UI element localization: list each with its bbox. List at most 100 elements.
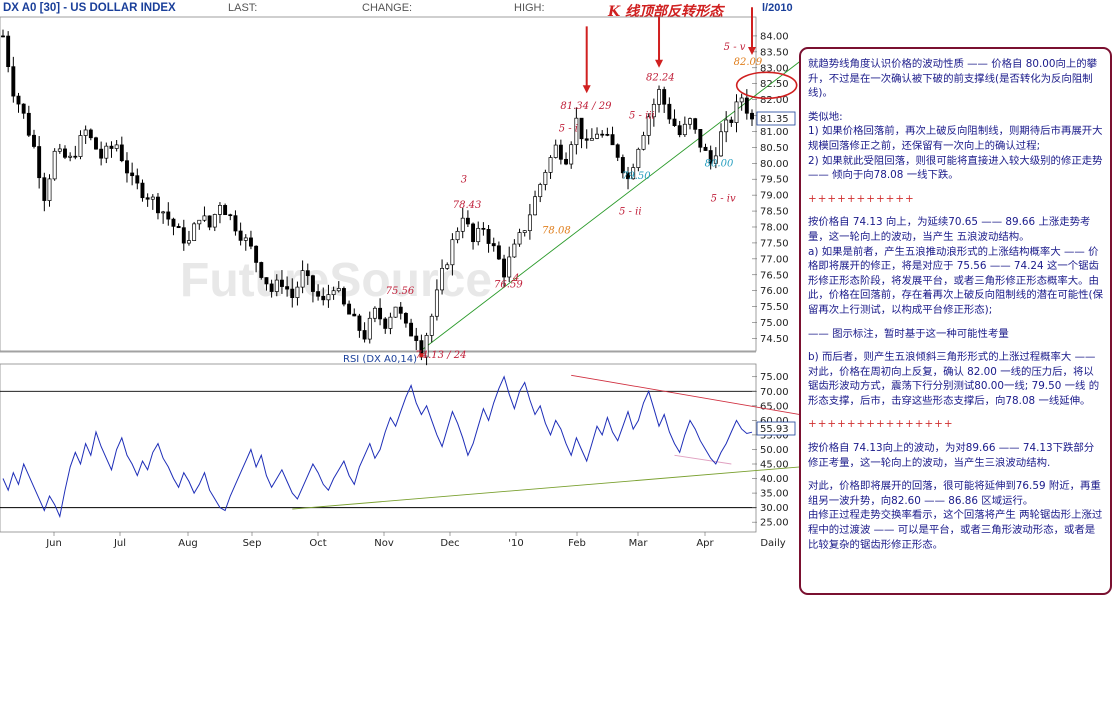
candle-body: [388, 316, 393, 329]
price-ytick-label: 76.50: [760, 270, 789, 281]
candle-body: [197, 219, 202, 225]
candle-body: [620, 157, 625, 174]
candle-body: [285, 286, 290, 290]
panel-p6-b: 由修正过程走势交换率看示，这个回落将产生 两轮锯齿形上涨过程中的过渡波 —— 可…: [808, 509, 1103, 551]
candle-body: [88, 129, 93, 139]
panel-paragraph-2: 类似地: 1) 如果价格回落前，再次上破反向阻制线，则期待后市再展开大规模回落修…: [808, 110, 1104, 183]
candle-body: [99, 148, 104, 159]
candle-body: [631, 167, 636, 180]
price-ytick-label: 75.00: [760, 318, 789, 329]
price-ytick-label: 83.00: [760, 63, 789, 74]
candle-body: [290, 288, 295, 298]
candle-body: [481, 227, 486, 230]
price-label-78-08: 78.08: [542, 225, 571, 236]
header-date: l/2010: [762, 2, 793, 14]
panel-p2-item-2: 2) 如果就此受阻回落，则很可能将直接进入较大级别的修正走势 —— 倾向于向78…: [808, 154, 1103, 182]
rsi-ytick-label: 45.00: [760, 460, 789, 471]
candle-body: [739, 97, 744, 103]
rsi-y-axis: 75.00 70.00 65.00 60.00 55.00 50.00 45.00 40.00…: [752, 372, 789, 529]
candle-body: [641, 135, 646, 150]
candle-body: [16, 95, 21, 105]
candle-body: [135, 175, 140, 184]
candle-body: [114, 144, 119, 149]
candle-body: [486, 228, 491, 244]
rsi-ytick-label: 40.00: [760, 474, 789, 485]
candle-body: [367, 317, 372, 340]
candle-body: [212, 214, 217, 228]
candle-body: [682, 123, 687, 136]
candle-body: [434, 289, 439, 317]
panel-paragraph-1: 就趋势线角度认识价格的波动性质 —— 价格自 80.00向上的攀升，不过是在一次…: [808, 58, 1098, 100]
candle-body: [243, 237, 248, 241]
candle-body: [414, 335, 419, 341]
candle-body: [248, 237, 253, 247]
candle-body: [507, 256, 512, 278]
candle-body: [78, 135, 83, 157]
x-tick-label: Sep: [243, 538, 262, 549]
price-ytick-label: 81.00: [760, 127, 789, 138]
candle-body: [300, 270, 305, 288]
candle-body: [610, 134, 615, 146]
candle-body: [331, 290, 336, 296]
candle-body: [109, 145, 114, 149]
panel-paragraph-4: b) 而后者，则产生五浪倾斜三角形形式的上涨过程概率大 —— 对此，价格在周初向…: [808, 351, 1100, 407]
panel-note: —— 图示标注，暂时基于这一种可能性考量: [808, 327, 1009, 340]
candle-body: [104, 145, 109, 159]
candle-body: [321, 295, 326, 301]
candle-body: [626, 172, 630, 180]
candle-body: [517, 232, 522, 245]
candle-body: [11, 66, 16, 97]
candle-body: [254, 245, 259, 263]
x-tick-label: Apr: [696, 538, 714, 549]
price-ytick-label: 78.00: [760, 222, 789, 233]
rsi-title: RSI (DX A0,14): [343, 354, 417, 365]
candle-body: [269, 283, 274, 292]
pattern-title: K 线顶部反转形态: [608, 4, 724, 20]
candle-body: [171, 218, 176, 227]
candle-body: [471, 223, 476, 243]
price-ytick-label: 80.00: [760, 159, 789, 170]
rsi-trendlines: [292, 374, 800, 510]
wave-label-5v: 5 - v: [724, 42, 746, 53]
candle-body: [569, 144, 574, 165]
candle-body: [424, 335, 429, 358]
x-tick-label: Aug: [178, 538, 198, 549]
candle-body: [672, 118, 677, 127]
rsi-minor-line: [674, 454, 732, 465]
x-tick-label: Jul: [113, 538, 126, 549]
candle-body: [357, 315, 362, 331]
rsi-ytick-label: 55.00: [760, 430, 789, 441]
price-label-78-43: 78.43: [453, 200, 482, 211]
candle-body: [553, 144, 558, 158]
candle-body: [37, 146, 42, 179]
last-price-box: 81.35: [756, 111, 796, 126]
candle-body: [166, 211, 171, 220]
candle-body: [238, 230, 243, 241]
analysis-panel: 就趋势线角度认识价格的波动性质 —— 价格自 80.00向上的攀升，不过是在一次…: [799, 47, 1112, 595]
candle-body: [688, 118, 692, 125]
chart-frame: [0, 16, 757, 533]
candle-body: [94, 137, 98, 150]
candle-body: [52, 150, 57, 180]
candle-body: [527, 214, 532, 232]
wave-label-5iii: 5 - iii: [629, 111, 655, 122]
candle-body: [352, 313, 357, 317]
candle-body: [605, 134, 610, 136]
candle-body: [326, 294, 331, 301]
candle-body: [584, 138, 589, 141]
candle-body: [615, 144, 620, 158]
candle-body: [393, 306, 398, 318]
candle-body: [63, 148, 67, 158]
panel-p2-item-1: 1) 如果价格回落前，再次上破反向阻制线，则期待后市再展开大规模回落修正之前，还…: [808, 125, 1103, 152]
candle-body: [42, 177, 47, 201]
candle-body: [662, 89, 667, 105]
candle-body: [491, 243, 496, 247]
candle-body: [57, 148, 62, 152]
arrow-5iii-head: [655, 59, 664, 68]
candle-body: [398, 306, 403, 314]
candle-body: [233, 215, 238, 232]
candle-body: [703, 146, 708, 151]
wave-label-5iv: 5 - iv: [711, 194, 736, 205]
candle-body: [362, 330, 367, 340]
price-ytick-label: 82.00: [760, 95, 789, 106]
